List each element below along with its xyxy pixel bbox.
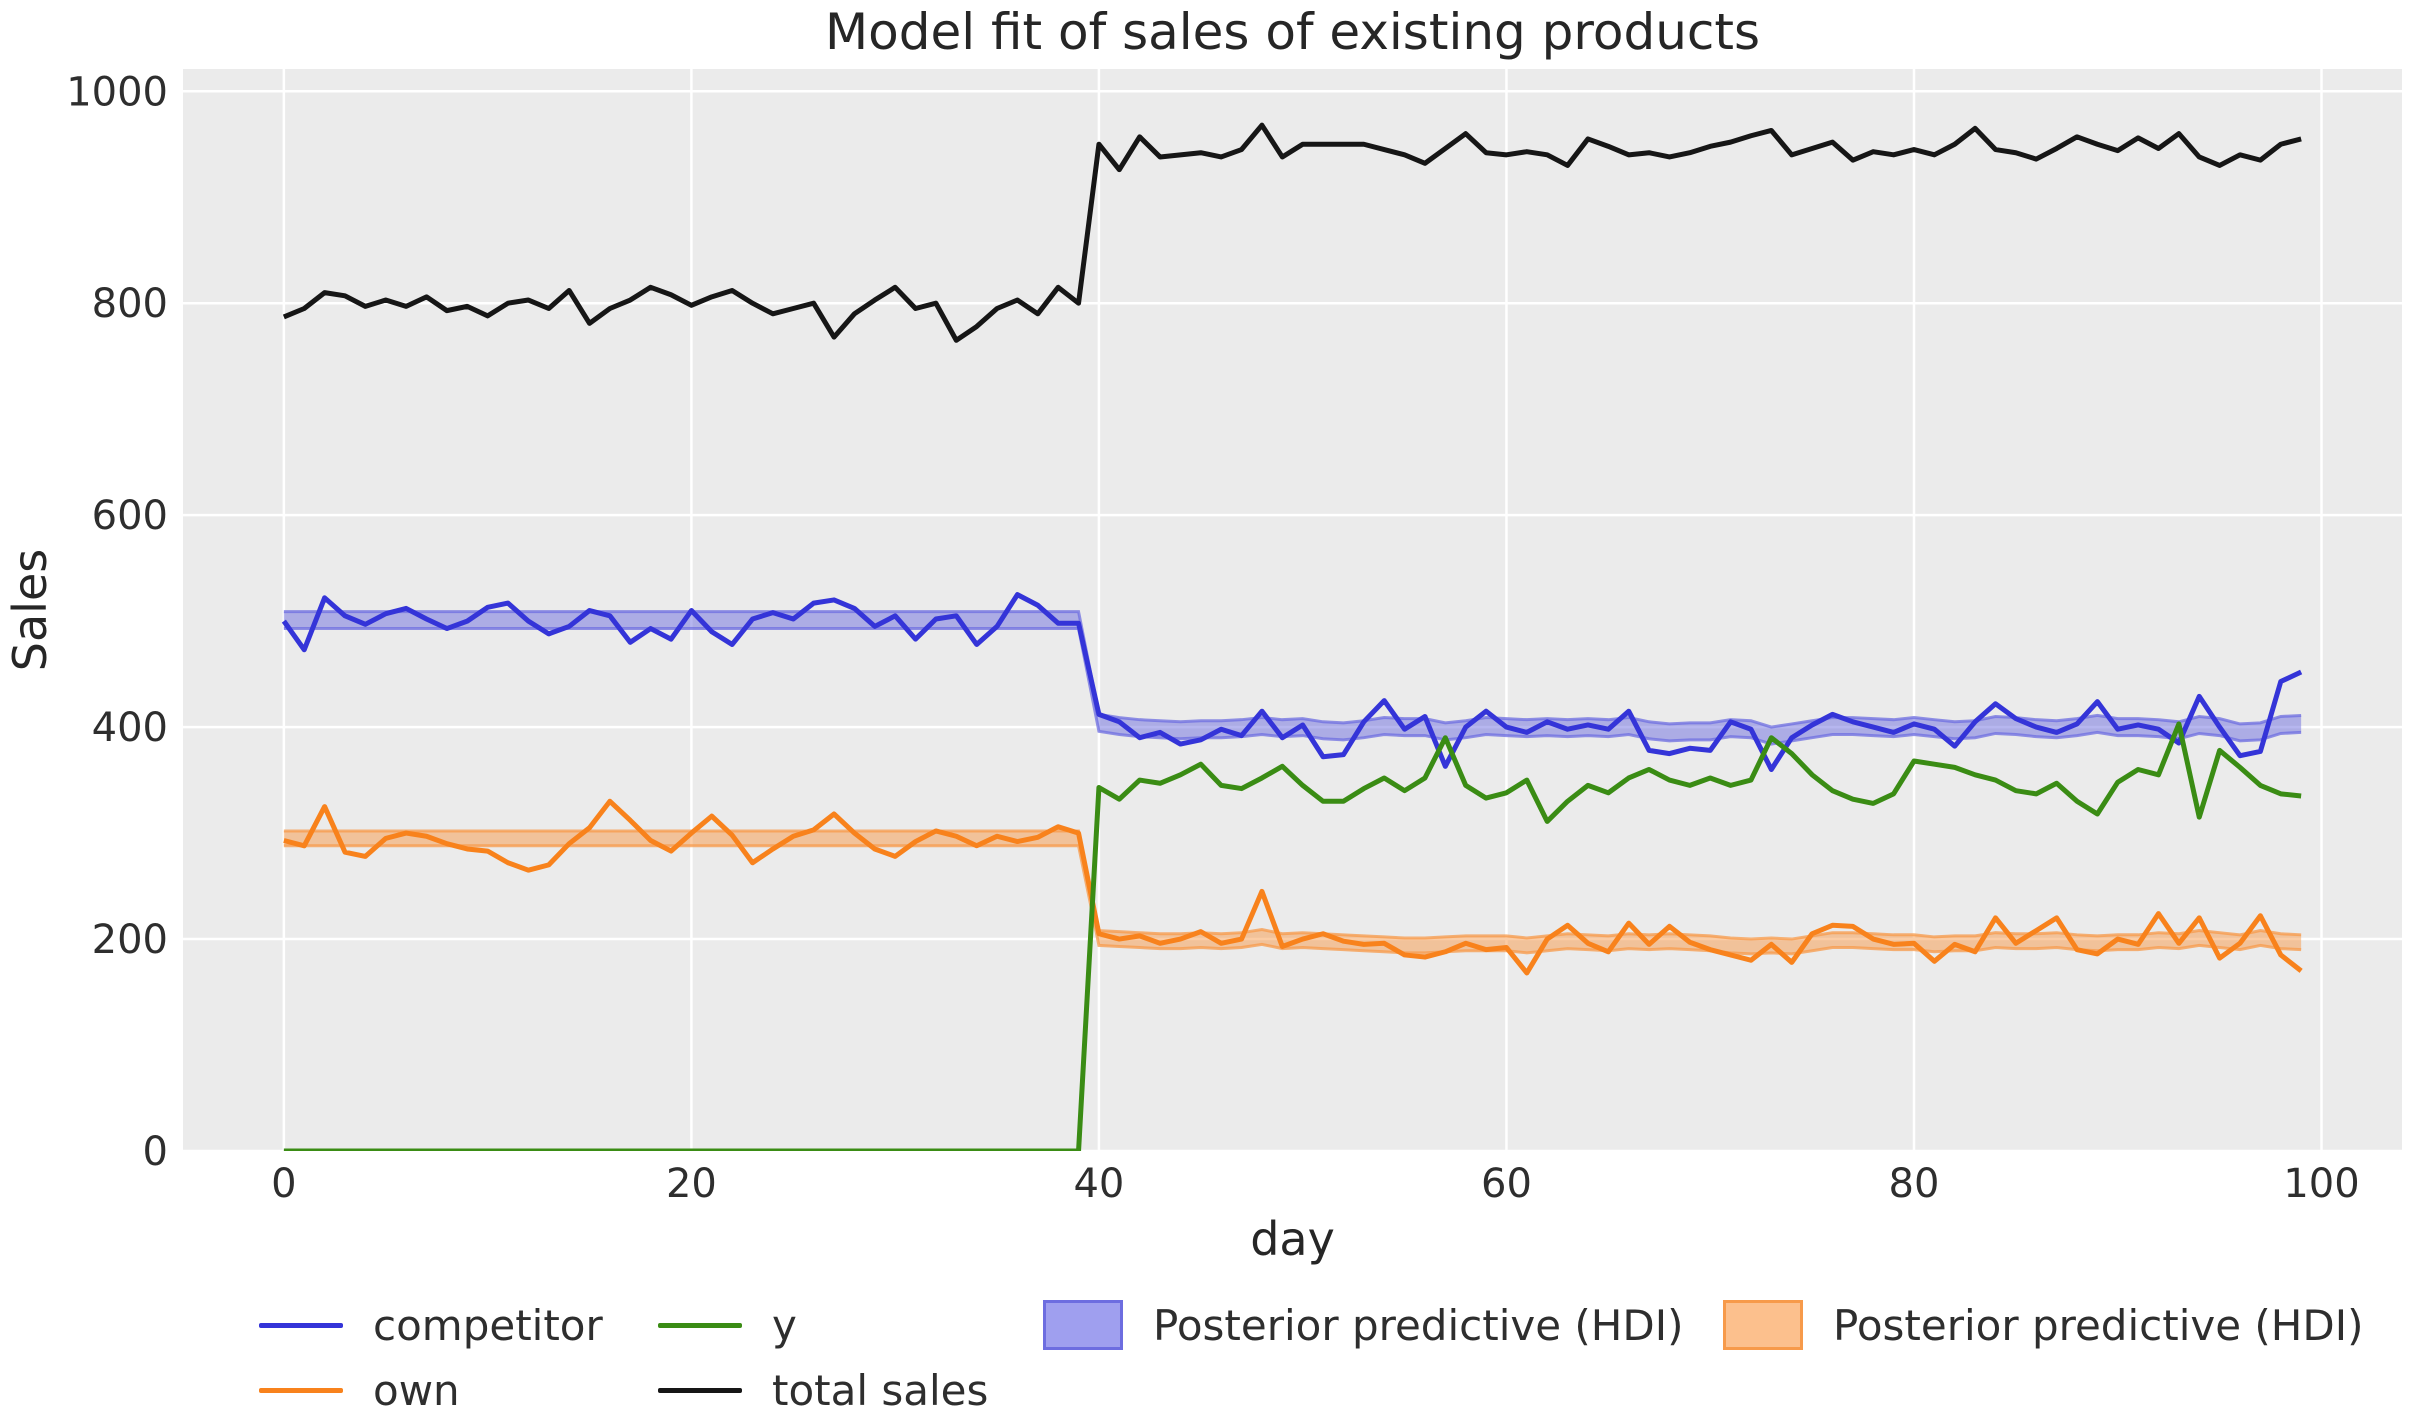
legend-entry-y: y [658,1292,797,1358]
y-tick-label: 600 [92,493,168,539]
legend-entry-own: own [259,1357,460,1423]
gridlines [183,69,2402,1153]
x-tick-label: 60 [1481,1161,1532,1207]
chart-title: Model fit of sales of existing products [824,3,1761,61]
x-tick-label: 40 [1073,1161,1124,1207]
legend-line-swatch-y [658,1322,742,1328]
line-y [283,721,2302,1151]
y-tick-label: 1000 [66,69,168,115]
line-own [283,798,2303,976]
y-axis-label: Sales [3,548,57,672]
hdi-band-competitor [283,611,2302,745]
legend-label: y [772,1300,797,1350]
legend-patch-swatch-blue [1043,1300,1123,1350]
hdi-band-edge [283,610,2302,729]
legend-entry-total-sales: total sales [658,1357,988,1423]
legend-label: own [373,1365,460,1415]
legend-label: total sales [772,1365,989,1415]
x-tick-label: 80 [1889,1161,1940,1207]
x-tick-label: 20 [666,1161,717,1207]
legend-entry-hdi-competitor: Posterior predictive (HDI) [1043,1292,1684,1358]
legend-line-swatch-own [259,1387,343,1393]
y-tick-label: 400 [92,705,168,751]
line-competitor [281,592,2303,772]
legend-label: Posterior predictive (HDI) [1833,1300,2364,1350]
line-total-sales [282,122,2302,343]
legend-patch-swatch-orange [1723,1300,1803,1350]
hdi-band-edge [283,829,2302,941]
legend-entry-competitor: competitor [259,1292,603,1358]
legend-label: competitor [373,1300,603,1350]
hdi-band-own [283,830,2302,954]
legend-line-swatch-competitor [259,1322,343,1328]
legend-line-swatch-total-sales [658,1387,742,1393]
legend-entry-hdi-own: Posterior predictive (HDI) [1723,1292,2364,1358]
x-tick-label: 0 [271,1161,296,1207]
y-tick-label: 200 [92,917,168,963]
x-tick-label: 100 [2283,1161,2359,1207]
plot-area [183,69,2402,1151]
x-axis-label: day [1250,1212,1335,1266]
legend-label: Posterior predictive (HDI) [1153,1300,1684,1350]
y-tick-label: 0 [143,1129,168,1175]
y-tick-label: 800 [92,281,168,327]
